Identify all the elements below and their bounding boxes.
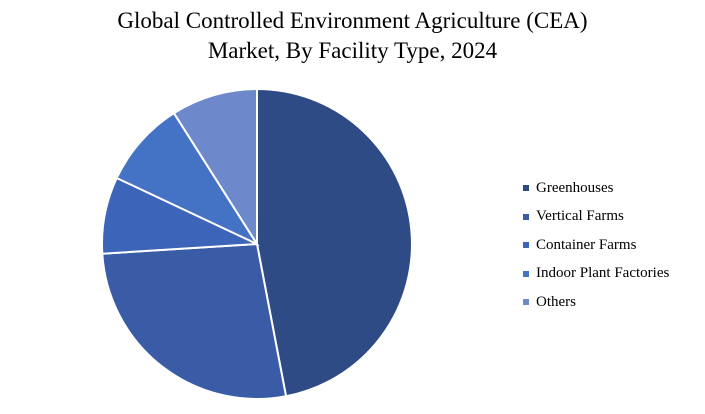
legend-swatch	[523, 185, 529, 192]
legend-swatch	[523, 270, 529, 277]
legend-label: Container Farms	[536, 236, 637, 253]
legend-swatch	[523, 242, 529, 249]
pie-slice-indoor-plant-factories	[115, 111, 260, 247]
pie-slice-vertical-farms	[101, 242, 288, 400]
chart-legend: Greenhouses Vertical Farms Container Farms…	[523, 174, 669, 317]
chart-title-line-1: Global Controlled Environment Agricultur…	[117, 8, 588, 33]
legend-swatch	[523, 299, 529, 306]
legend-item-others: Others	[523, 288, 669, 317]
legend-swatch	[523, 213, 529, 220]
pie-slice-others	[172, 87, 258, 248]
legend-item-indoor-plant-factories: Indoor Plant Factories	[523, 260, 669, 289]
legend-label: Indoor Plant Factories	[536, 265, 670, 282]
legend-label: Greenhouses	[536, 179, 614, 196]
legend-label: Vertical Farms	[536, 208, 624, 225]
chart-title-line-2: Market, By Facility Type, 2024	[207, 38, 498, 63]
legend-label: Others	[536, 293, 576, 310]
legend-item-greenhouses: Greenhouses	[523, 174, 669, 203]
legend-item-vertical-farms: Vertical Farms	[523, 203, 669, 232]
chart-title: Global Controlled Environment Agricultur…	[0, 6, 705, 66]
pie-slice-greenhouses	[256, 87, 413, 398]
legend-item-container-farms: Container Farms	[523, 231, 669, 260]
